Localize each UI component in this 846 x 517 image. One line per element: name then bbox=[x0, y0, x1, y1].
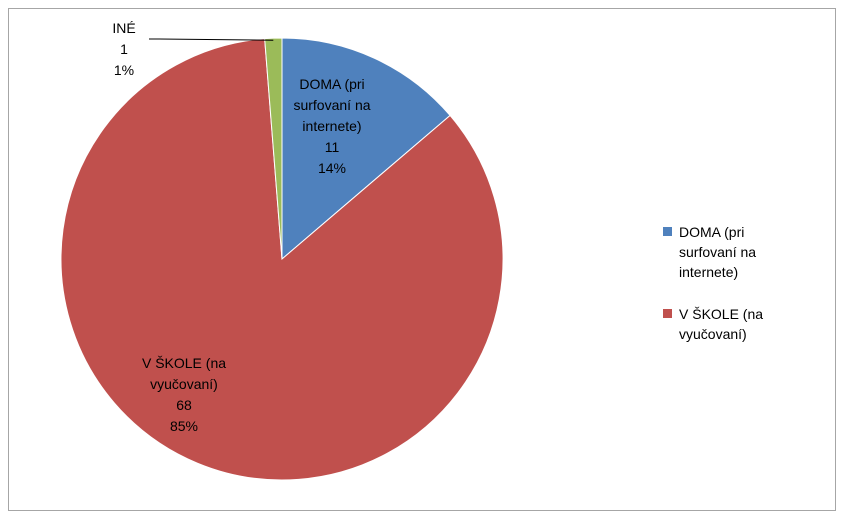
slice-label-0: DOMA (pri surfovaní na internete) 11 14% bbox=[293, 76, 370, 176]
pie-slice-1 bbox=[60, 38, 504, 481]
pie-chart: DOMA (pri surfovaní na internete) 11 14% V ŠK… bbox=[60, 20, 504, 481]
legend-swatch-doma bbox=[663, 227, 672, 236]
legend: DOMA (pri surfovaní na internete) V ŠKOL… bbox=[663, 222, 803, 366]
legend-label-doma: DOMA (pri surfovaní na internete) bbox=[679, 224, 757, 280]
pie-slice-0 bbox=[281, 37, 451, 261]
legend-item-skola: V ŠKOLE (na vyučovaní) bbox=[663, 304, 803, 344]
leader-line-ine bbox=[149, 38, 274, 41]
legend-item-doma: DOMA (pri surfovaní na internete) bbox=[663, 222, 803, 282]
pie-slice-2 bbox=[264, 37, 283, 260]
slice-label-1: V ŠKOLE (na vyučovaní) 68 85% bbox=[142, 355, 226, 434]
chart-area: DOMA (pri surfovaní na internete) 11 14% V ŠK… bbox=[8, 8, 836, 511]
legend-swatch-skola bbox=[663, 309, 672, 318]
legend-label-skola: V ŠKOLE (na vyučovaní) bbox=[679, 306, 764, 342]
slice-label-2: INÉ 1 1% bbox=[112, 20, 135, 78]
